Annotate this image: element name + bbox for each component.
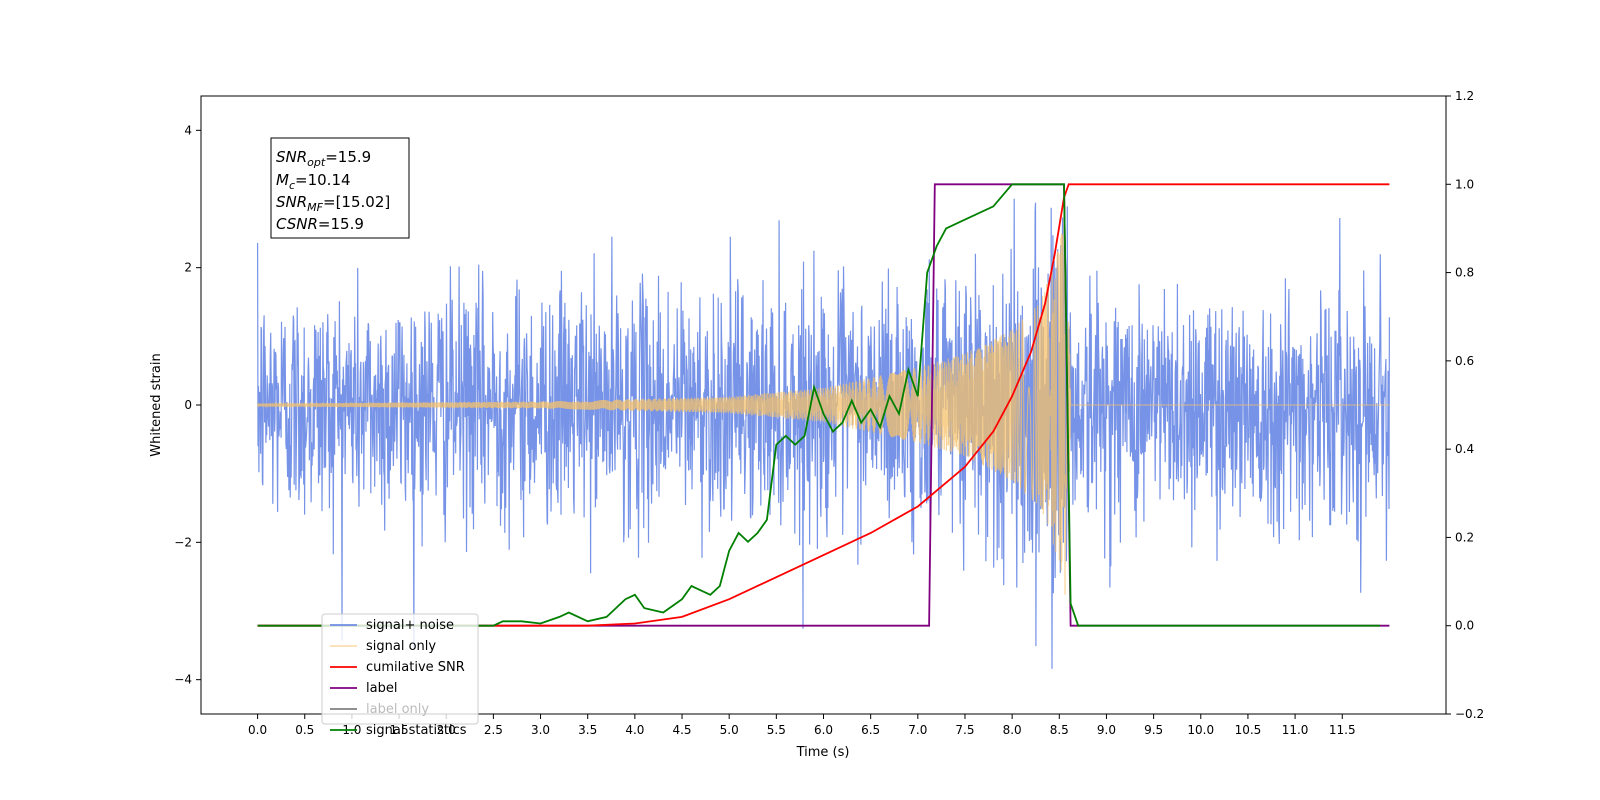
x-tick-label: 0.0 (248, 723, 267, 737)
csnr-value: =15.9 (318, 215, 364, 233)
x-tick-label: 2.0 (437, 723, 456, 737)
snr-opt-value: =15.9 (325, 148, 371, 166)
y-tick-label: 2 (184, 261, 192, 275)
y-tick-label: 0 (184, 398, 192, 412)
y2-tick-label: 1.0 (1455, 177, 1474, 191)
x-tick-label: 10.0 (1187, 723, 1214, 737)
legend-label: signal only (366, 639, 436, 654)
x-tick-label: 9.0 (1097, 723, 1116, 737)
legend-label: label only (366, 702, 429, 717)
x-tick-label: 8.0 (1003, 723, 1022, 737)
legend-label: signal+ noise (366, 618, 454, 633)
y2-tick-label: 0.8 (1455, 266, 1474, 280)
series-signal-only-line (257, 219, 1390, 595)
y-tick-label: 4 (184, 123, 192, 137)
y-tick-label: −4 (174, 673, 192, 687)
legend-label: cumilative SNR (366, 660, 465, 675)
x-tick-label: 4.0 (625, 723, 644, 737)
legend-label: label (366, 681, 397, 696)
x-tick-label: 8.5 (1050, 723, 1069, 737)
svg-text:Mc=10.14: Mc=10.14 (276, 171, 351, 192)
x-tick-label: 3.0 (531, 723, 550, 737)
x-tick-label: 1.5 (390, 723, 409, 737)
annotation-box: SNRopt=15.9 Mc=10.14 SNRMF=[15.02] CSNR=… (270, 137, 410, 239)
legend-label: signal statistics (366, 723, 467, 738)
y-tick-label: −2 (174, 535, 192, 549)
y-axis-label: Whitened strain (149, 353, 164, 456)
y2-tick-label: 0.2 (1455, 530, 1474, 544)
plot-area (257, 183, 1390, 669)
x-tick-label: 7.5 (955, 723, 974, 737)
x-tick-label: 10.5 (1235, 723, 1262, 737)
x-tick-label: 6.5 (861, 723, 880, 737)
svg-text:CSNR=15.9: CSNR=15.9 (276, 215, 364, 233)
x-tick-label: 9.5 (1144, 723, 1163, 737)
x-tick-label: 5.0 (720, 723, 739, 737)
y2-tick-label: 0.6 (1455, 354, 1474, 368)
svg-text:SNRopt=15.9: SNRopt=15.9 (276, 148, 371, 169)
legend: signal+ noise signal only cumilative SNR la… (321, 613, 479, 738)
y2-tick-label: 1.2 (1455, 89, 1474, 103)
x-tick-label: 11.5 (1329, 723, 1356, 737)
x-tick-label: 7.0 (908, 723, 927, 737)
series-signal-noise-line (257, 198, 1390, 669)
y2-tick-label: −0.2 (1455, 707, 1484, 721)
svg-text:SNRMF=[15.02]: SNRMF=[15.02] (276, 193, 390, 214)
x-tick-label: 0.5 (295, 723, 314, 737)
x-axis-label: Time (s) (796, 745, 850, 760)
snr-mf-value: =[15.02] (323, 193, 390, 211)
x-tick-label: 5.5 (767, 723, 786, 737)
series-cumilative-snr-line (257, 183, 1390, 627)
x-tick-label: 11.0 (1282, 723, 1309, 737)
series-signal-statistics-line (257, 183, 1380, 627)
x-tick-label: 4.5 (672, 723, 691, 737)
y2-tick-label: 0.0 (1455, 619, 1474, 633)
x-axis: 0.0 0.5 1.0 1.5 2.0 2.5 3.0 3.5 4.0 4.5 5.0 5.5 6.0 6… (248, 714, 1356, 737)
x-tick-label: 6.0 (814, 723, 833, 737)
y-axis-left: −4 −2 0 2 4 (174, 123, 201, 687)
x-tick-label: 3.5 (578, 723, 597, 737)
mc-value: =10.14 (295, 171, 351, 189)
y-axis-right: −0.2 0.0 0.2 0.4 0.6 0.8 1.0 1.2 (1446, 89, 1484, 721)
x-tick-label: 2.5 (484, 723, 503, 737)
y2-tick-label: 0.4 (1455, 442, 1474, 456)
